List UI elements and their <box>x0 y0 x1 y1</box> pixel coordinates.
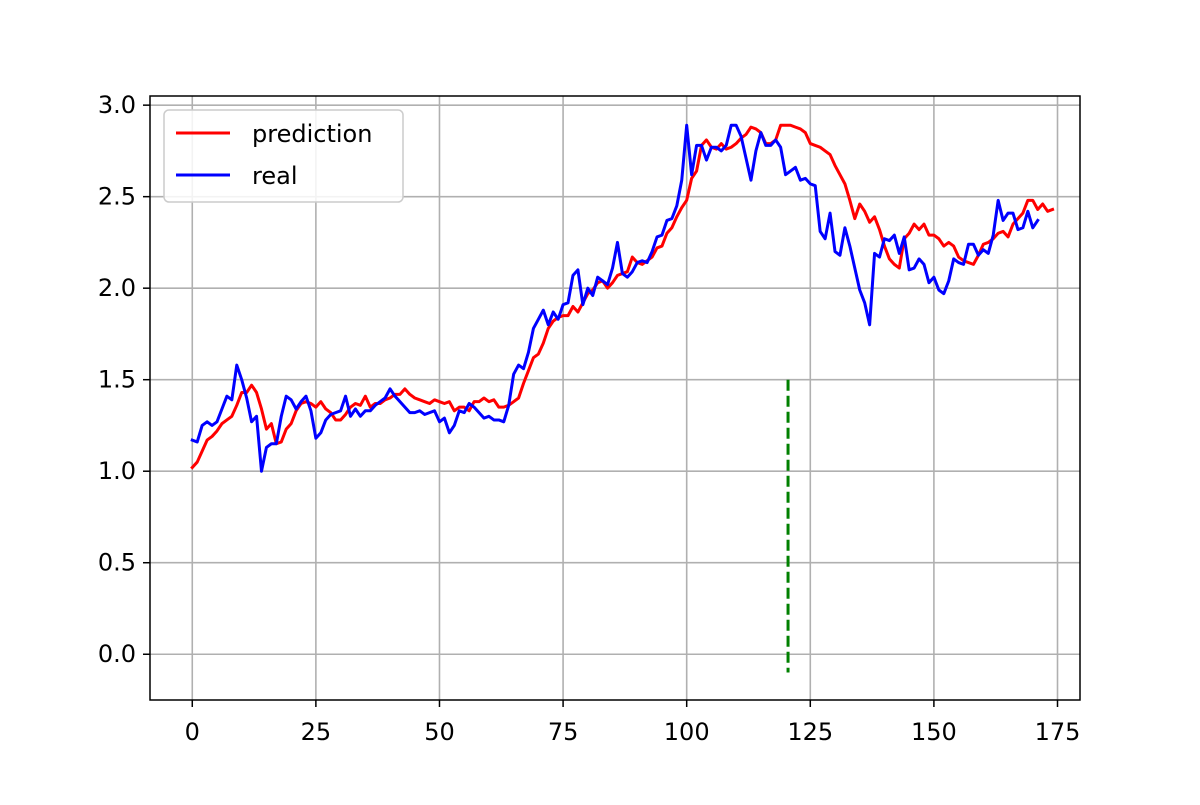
y-tick-label: 2.0 <box>98 274 136 302</box>
y-tick-label: 1.5 <box>98 366 136 394</box>
x-tick-label: 25 <box>301 718 332 746</box>
x-tick-label: 0 <box>185 718 200 746</box>
legend-label-real: real <box>252 162 297 190</box>
grid <box>150 96 1080 700</box>
y-tick-label: 1.0 <box>98 457 136 485</box>
legend-label-prediction: prediction <box>252 120 372 148</box>
x-tick-label: 150 <box>911 718 957 746</box>
y-tick-label: 3.0 <box>98 91 136 119</box>
x-tick-label: 75 <box>548 718 579 746</box>
series-group <box>190 123 1055 473</box>
x-tick-label: 175 <box>1035 718 1081 746</box>
series-line-real <box>190 123 1040 473</box>
axes-ticks: 0 25 50 75 100 125 150 175 0.0 0.5 1.0 1.5 2.0 2.5 3.0 <box>98 91 1081 746</box>
y-tick-label: 0.0 <box>98 640 136 668</box>
plot-frame <box>149 95 1081 701</box>
x-tick-label: 125 <box>787 718 833 746</box>
x-tick-label: 100 <box>664 718 710 746</box>
y-tick-label: 0.5 <box>98 549 136 577</box>
y-tick-label: 2.5 <box>98 183 136 211</box>
x-tick-label: 50 <box>424 718 455 746</box>
legend: prediction real <box>163 109 404 203</box>
